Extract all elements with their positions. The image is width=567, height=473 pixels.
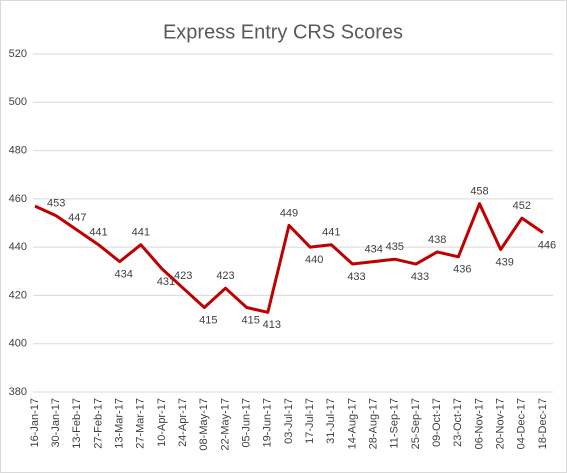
- x-tick-label: 23-Oct-17: [452, 398, 464, 447]
- data-label: 435: [386, 241, 404, 253]
- data-label: 433: [347, 271, 365, 283]
- y-tick-label: 460: [9, 193, 27, 205]
- x-tick-label: 13-Mar-17: [114, 398, 126, 449]
- x-tick-label: 16-Jan-17: [29, 398, 41, 448]
- x-tick-label: 27-Mar-17: [135, 398, 147, 449]
- data-label: 434: [114, 269, 132, 281]
- data-label: 415: [241, 314, 259, 326]
- y-tick-label: 520: [9, 48, 27, 60]
- x-tick-label: 24-Apr-17: [177, 398, 189, 447]
- data-label: 413: [263, 319, 281, 331]
- data-label: 431: [157, 276, 175, 288]
- data-label: 447: [68, 212, 86, 224]
- x-tick-label: 08-May-17: [198, 398, 210, 451]
- x-tick-label: 03-Jul-17: [283, 398, 295, 444]
- data-label: 423: [174, 270, 192, 282]
- x-tick-label: 18-Dec-17: [537, 398, 549, 449]
- x-tick-label: 05-Jun-17: [241, 398, 253, 448]
- data-label: 449: [280, 207, 298, 219]
- x-tick-label: 11-Sep-17: [389, 398, 401, 449]
- data-label: 415: [199, 314, 217, 326]
- y-tick-label: 480: [9, 144, 27, 156]
- data-label: 423: [216, 270, 234, 282]
- x-tick-label: 13-Feb-17: [71, 398, 83, 449]
- data-label: 440: [305, 254, 323, 266]
- x-tick-label: 17-Jul-17: [304, 398, 316, 444]
- data-label: 458: [470, 186, 488, 198]
- y-tick-label: 420: [9, 289, 27, 301]
- chart-title: Express Entry CRS Scores: [163, 21, 403, 43]
- x-tick-label: 04-Dec-17: [516, 398, 528, 449]
- y-tick-label: 380: [9, 386, 27, 398]
- data-label: 452: [513, 200, 531, 212]
- data-label: 439: [495, 256, 513, 268]
- x-tick-label: 20-Nov-17: [495, 398, 507, 449]
- data-label: 434: [364, 244, 382, 256]
- data-label: 436: [453, 264, 471, 276]
- x-tick-label: 25-Sep-17: [410, 398, 422, 449]
- y-tick-label: 400: [9, 338, 27, 350]
- x-tick-label: 10-Apr-17: [156, 398, 168, 447]
- x-tick-label: 31-Jul-17: [325, 398, 337, 444]
- data-label: 433: [411, 271, 429, 283]
- data-label: 441: [132, 227, 150, 239]
- data-label: 441: [89, 227, 107, 239]
- series-line: [34, 202, 544, 314]
- y-tick-label: 440: [9, 241, 27, 253]
- x-tick-label: 19-Jun-17: [262, 398, 274, 448]
- data-label: 453: [47, 198, 65, 210]
- x-tick-label: 06-Nov-17: [473, 398, 485, 449]
- y-tick-label: 500: [9, 96, 27, 108]
- data-label: 438: [428, 234, 446, 246]
- x-tick-label: 14-Aug-17: [346, 398, 358, 449]
- data-label: 446: [538, 240, 556, 252]
- x-tick-label: 28-Aug-17: [368, 398, 380, 449]
- x-tick-label: 22-May-17: [219, 398, 231, 451]
- x-tick-label: 09-Oct-17: [431, 398, 443, 447]
- x-tick-label: 27-Feb-17: [92, 398, 104, 449]
- data-label: 441: [322, 227, 340, 239]
- x-tick-label: 30-Jan-17: [50, 398, 62, 448]
